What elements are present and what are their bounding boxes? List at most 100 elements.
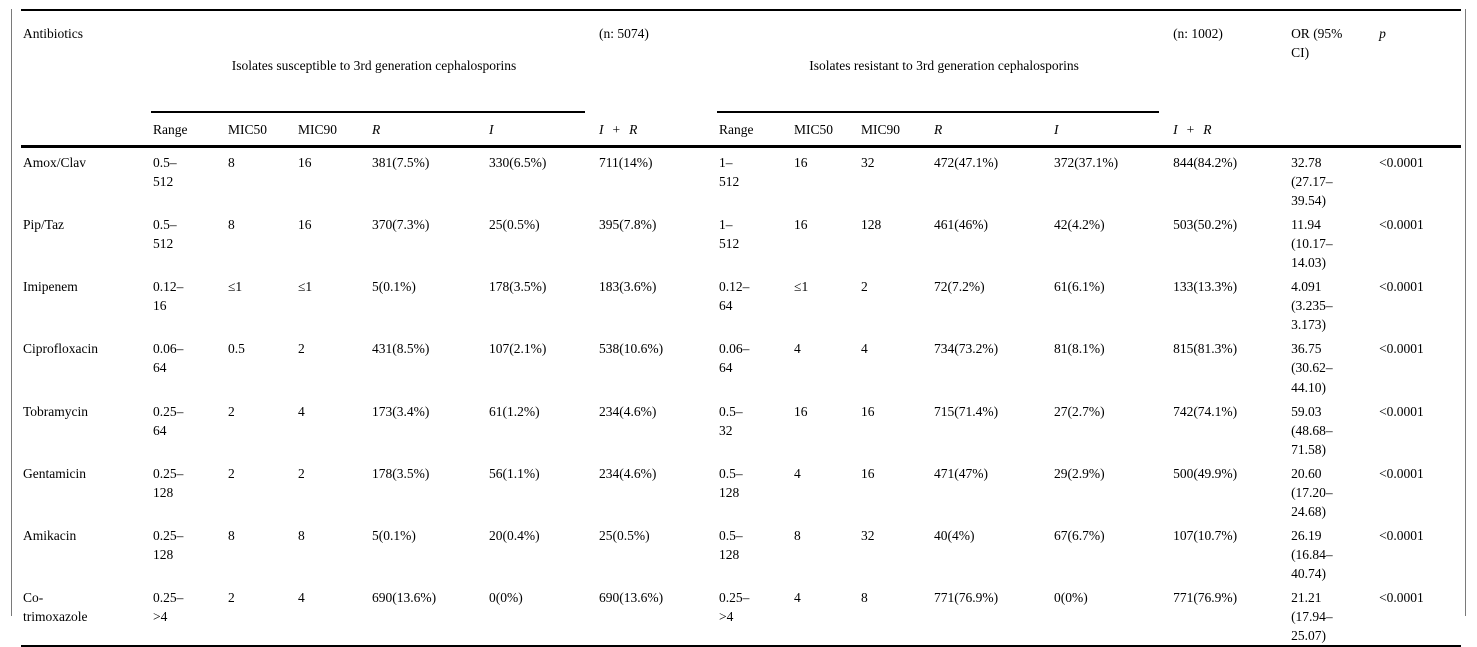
cell-res-i: 29(2.9%) [1054, 465, 1105, 481]
header-n-susceptible: (n: 5074) [599, 26, 649, 41]
cell-susc-r: 178(3.5%) [372, 465, 430, 481]
cell-res-i: 81(8.1%) [1054, 341, 1105, 357]
cell-susc-i: 25(0.5%) [489, 217, 540, 233]
cell-res-mic90: 2 [861, 279, 868, 295]
table-body: Amox/Clav 0.5– 512 8 16 381(7.5%) 330(6.… [21, 147, 1461, 646]
subheader-res-mic90: MIC90 [861, 122, 901, 138]
spanner-rule-susceptible [151, 111, 586, 114]
header-n-resistant: (n: 1002) [1173, 26, 1223, 41]
cell-res-i-plus-r: 500(49.9%) [1173, 465, 1238, 481]
subheader-susc-r: R [372, 122, 381, 138]
cell-susc-i: 20(0.4%) [489, 527, 540, 543]
cell-susc-mic90: 16 [298, 155, 312, 171]
subheader-susc-mic90: MIC90 [298, 122, 338, 138]
plus-sign: + [1186, 122, 1195, 138]
cell-antibiotic-name: Ciprofloxacin [23, 341, 98, 357]
cell-p-value: <0.0001 [1379, 341, 1424, 357]
cell-susc-mic90: 8 [298, 527, 305, 543]
cell-res-mic90: 32 [861, 527, 875, 543]
r-label: R [1203, 122, 1212, 138]
cell-susc-r: 381(7.5%) [372, 155, 430, 171]
cell-p-value: <0.0001 [1379, 465, 1424, 481]
cell-susc-i-plus-r: 234(4.6%) [599, 403, 657, 419]
cell-susc-mic50: 8 [228, 527, 235, 543]
cell-susc-mic50: 2 [228, 589, 235, 605]
document-page-frame: Antibiotics Isolates susceptible to 3rd … [11, 9, 1466, 647]
cell-susc-mic90: 4 [298, 403, 305, 419]
cell-antibiotic-name: Pip/Taz [23, 217, 65, 233]
antibiotic-susceptibility-table: Antibiotics Isolates susceptible to 3rd … [21, 9, 1462, 647]
cell-susc-range: 0.5– 512 [153, 217, 177, 252]
table-row: Ciprofloxacin 0.06– 64 0.5 2 431(8.5%) 1… [21, 334, 1461, 396]
subheader-res-mic50: MIC50 [794, 122, 834, 138]
table-row: Gentamicin 0.25– 128 2 2 178(3.5%) 56(1.… [21, 459, 1461, 521]
subheader-susc-range: Range [153, 122, 188, 138]
cell-susc-mic90: 2 [298, 341, 305, 357]
cell-or-ci: 4.091 (3.235– 3.173) [1291, 279, 1333, 333]
cell-res-mic50: 4 [794, 341, 801, 357]
cell-susc-mic50: 8 [228, 155, 235, 171]
subheader-susc-i: I [489, 122, 494, 138]
cell-susc-i: 56(1.1%) [489, 465, 540, 481]
cell-res-i-plus-r: 742(74.1%) [1173, 403, 1238, 419]
cell-antibiotic-name: Amox/Clav [23, 155, 86, 171]
table-row: Co- trimoxazole 0.25– >4 2 4 690(13.6%) … [21, 583, 1461, 646]
cell-res-mic90: 16 [861, 403, 875, 419]
subheader-res-i-plus-r: I + R [1171, 113, 1289, 147]
cell-susc-range: 0.12– 16 [153, 279, 184, 314]
cell-res-i-plus-r: 503(50.2%) [1173, 217, 1238, 233]
cell-susc-i-plus-r: 25(0.5%) [599, 527, 650, 543]
cell-antibiotic-name: Amikacin [23, 527, 77, 543]
subheader-susc-mic50: MIC50 [228, 122, 268, 138]
table-header-row-groups: Antibiotics Isolates susceptible to 3rd … [21, 10, 1461, 114]
cell-susc-r: 431(8.5%) [372, 341, 430, 357]
cell-res-r: 72(7.2%) [934, 279, 985, 295]
header-group-susceptible-label: Isolates susceptible to 3rd generation c… [231, 58, 517, 74]
cell-susc-mic50: ≤1 [228, 279, 243, 295]
cell-res-i: 372(37.1%) [1054, 155, 1119, 171]
cell-susc-i: 107(2.1%) [489, 341, 547, 357]
subheader-susc-i-plus-r: I + R [597, 113, 717, 147]
cell-res-mic50: 4 [794, 465, 801, 481]
cell-res-mic90: 4 [861, 341, 868, 357]
cell-res-mic50: 16 [794, 217, 808, 233]
cell-susc-i-plus-r: 395(7.8%) [599, 217, 657, 233]
cell-susc-r: 690(13.6%) [372, 589, 437, 605]
cell-or-ci: 20.60 (17.20– 24.68) [1291, 465, 1333, 519]
cell-res-i-plus-r: 107(10.7%) [1173, 527, 1238, 543]
cell-susc-mic90: 2 [298, 465, 305, 481]
cell-p-value: <0.0001 [1379, 589, 1424, 605]
cell-susc-mic90: 4 [298, 589, 305, 605]
cell-res-range: 0.06– 64 [719, 341, 750, 376]
table-header: Antibiotics Isolates susceptible to 3rd … [21, 10, 1462, 147]
cell-res-i-plus-r: 815(81.3%) [1173, 341, 1238, 357]
cell-antibiotic-name: Imipenem [23, 279, 78, 295]
cell-p-value: <0.0001 [1379, 155, 1424, 171]
table-row: Tobramycin 0.25– 64 2 4 173(3.4%) 61(1.2… [21, 397, 1461, 459]
cell-res-mic50: 16 [794, 403, 808, 419]
cell-res-r: 771(76.9%) [934, 589, 999, 605]
cell-antibiotic-name: Gentamicin [23, 465, 86, 481]
cell-res-r: 715(71.4%) [934, 403, 999, 419]
cell-susc-mic90: 16 [298, 217, 312, 233]
spanner-rule-resistant [717, 111, 1160, 114]
cell-res-i: 61(6.1%) [1054, 279, 1105, 295]
cell-susc-range: 0.25– >4 [153, 589, 184, 624]
table-row: Imipenem 0.12– 16 ≤1 ≤1 5(0.1%) 178(3.5%… [21, 272, 1461, 334]
cell-res-mic90: 32 [861, 155, 875, 171]
cell-susc-i: 61(1.2%) [489, 403, 540, 419]
cell-res-i: 42(4.2%) [1054, 217, 1105, 233]
cell-p-value: <0.0001 [1379, 279, 1424, 295]
cell-res-mic50: ≤1 [794, 279, 809, 295]
cell-susc-r: 173(3.4%) [372, 403, 430, 419]
header-group-resistant-label: Isolates resistant to 3rd generation cep… [809, 58, 1079, 74]
cell-or-ci: 11.94 (10.17– 14.03) [1291, 217, 1333, 271]
cell-susc-range: 0.25– 128 [153, 527, 184, 562]
cell-res-mic50: 8 [794, 527, 801, 543]
cell-susc-mic90: ≤1 [298, 279, 313, 295]
cell-res-range: 0.12– 64 [719, 279, 750, 314]
cell-or-ci: 26.19 (16.84– 40.74) [1291, 527, 1333, 581]
cell-p-value: <0.0001 [1379, 217, 1424, 233]
cell-res-i-plus-r: 133(13.3%) [1173, 279, 1238, 295]
cell-susc-range: 0.06– 64 [153, 341, 184, 376]
